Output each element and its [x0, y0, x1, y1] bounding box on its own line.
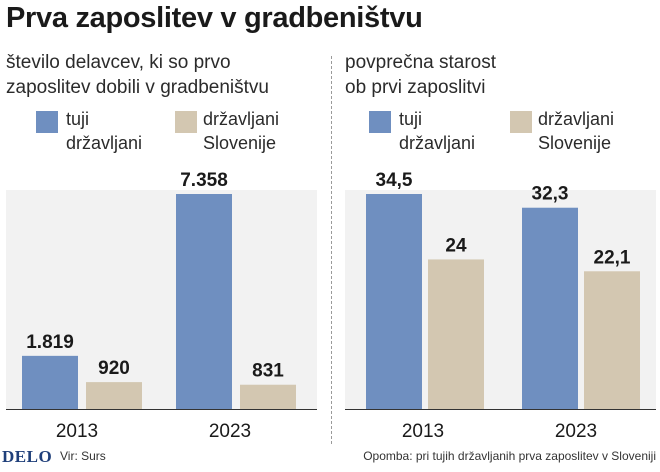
- data-label-age-foreign-2013: 34,5: [376, 170, 413, 191]
- delo-logo: DELO: [2, 447, 53, 466]
- data-label-age-foreign-2023: 32,3: [532, 184, 569, 205]
- legend-slovene-left-line2: Slovenije: [203, 133, 277, 153]
- legend-foreign-left-line1: tuji: [66, 109, 90, 129]
- x-label-right-2023: 2023: [554, 421, 598, 442]
- data-label-count-foreign-2013: 1.819: [26, 332, 74, 353]
- baseline-left: [6, 409, 317, 410]
- legend-slovene-right-line1: državljani: [538, 109, 615, 129]
- bar-count-slovene-2023: [240, 384, 296, 409]
- footnote: Opomba: pri tujih državljanih prva zapos…: [363, 449, 656, 463]
- bar-age-foreign-2013: [366, 194, 422, 409]
- legend-foreign-left: tuji državljani: [66, 107, 142, 155]
- legend-slovene-right-line2: Slovenije: [538, 133, 612, 153]
- panel-divider: [331, 56, 332, 444]
- subtitle-right: povprečna starost ob prvi zaposlitvi: [345, 50, 496, 100]
- x-label-left-2013: 2013: [55, 421, 99, 442]
- legend-swatch-slovene-left: [175, 111, 197, 133]
- baseline-right: [345, 409, 656, 410]
- bar-count-foreign-2013: [22, 355, 78, 409]
- bar-count-foreign-2023: [176, 194, 232, 409]
- data-label-count-foreign-2023: 7.358: [180, 170, 228, 191]
- x-label-left-2023: 2023: [208, 421, 252, 442]
- subtitle-right-line2: ob prvi zaposlitvi: [345, 77, 486, 98]
- legend-foreign-right-line2: državljani: [399, 133, 476, 153]
- legend-swatch-slovene-right: [510, 111, 532, 133]
- legend-swatch-foreign-left: [36, 111, 58, 133]
- x-label-right-2013: 2013: [401, 421, 445, 442]
- legend-slovene-right: državljani Slovenije: [538, 107, 614, 155]
- legend-swatch-foreign-right: [369, 111, 391, 133]
- subtitle-left-line2: zaposlitev dobili v gradbeništvu: [6, 77, 269, 98]
- bar-count-slovene-2013: [86, 382, 142, 409]
- subtitle-left-line1: število delavcev, ki so prvo: [6, 52, 231, 73]
- chart-title: Prva zaposlitev v gradbeništvu: [6, 2, 423, 34]
- data-label-count-slovene-2023: 831: [252, 361, 284, 382]
- bar-age-foreign-2023: [522, 207, 578, 409]
- bar-age-slovene-2023: [584, 271, 640, 409]
- legend-foreign-left-line2: državljani: [66, 133, 143, 153]
- legend-foreign-right-line1: tuji: [399, 109, 423, 129]
- data-label-count-slovene-2013: 920: [98, 358, 130, 379]
- legend-slovene-left: državljani Slovenije: [203, 107, 279, 155]
- subtitle-left: število delavcev, ki so prvo zaposlitev …: [6, 50, 269, 100]
- legend-slovene-left-line1: državljani: [203, 109, 280, 129]
- legend-foreign-right: tuji državljani: [399, 107, 475, 155]
- subtitle-right-line1: povprečna starost: [345, 52, 497, 73]
- data-label-age-slovene-2023: 22,1: [594, 247, 631, 268]
- bar-age-slovene-2013: [428, 259, 484, 409]
- source-text: Vir: Surs: [60, 449, 106, 463]
- data-label-age-slovene-2013: 24: [445, 235, 467, 256]
